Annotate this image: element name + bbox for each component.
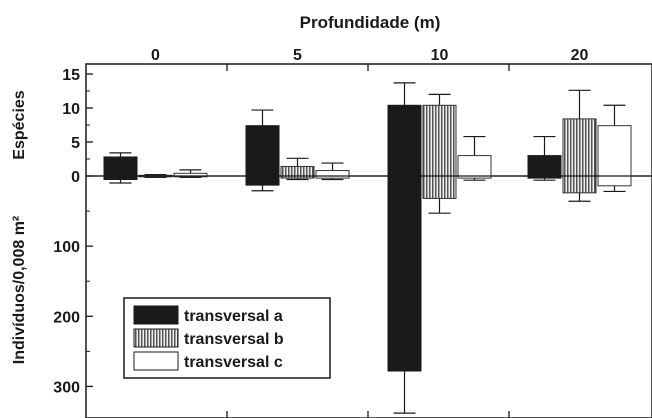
category-label: 0 bbox=[151, 47, 160, 64]
upper-y-tick-label: 10 bbox=[62, 101, 80, 118]
legend-label: transversal a bbox=[184, 308, 283, 325]
legend-label: transversal b bbox=[184, 331, 284, 348]
species-bar bbox=[280, 165, 315, 177]
category-label: 20 bbox=[571, 47, 589, 64]
chart-title: Profundidade (m) bbox=[300, 13, 441, 32]
legend-swatch bbox=[133, 305, 179, 325]
bars bbox=[86, 82, 652, 414]
upper-y-axis-label: Espécies bbox=[11, 90, 28, 159]
upper-y-tick-label: 0 bbox=[71, 169, 80, 186]
species-bar bbox=[103, 156, 138, 177]
individuals-bar bbox=[597, 175, 632, 187]
lower-y-axis-label: Indivíduos/0,008 m² bbox=[11, 216, 28, 364]
legend-swatch bbox=[133, 328, 179, 348]
legend: transversal a transversal b transversal c bbox=[123, 297, 331, 379]
individuals-bar bbox=[387, 175, 422, 372]
legend-label: transversal c bbox=[184, 354, 283, 371]
upper-y-tick-label: 15 bbox=[62, 67, 80, 84]
lower-y-tick-label: 100 bbox=[53, 239, 80, 256]
individuals-bar bbox=[245, 175, 280, 186]
upper-y-tick-label: 5 bbox=[71, 135, 80, 152]
lower-y-tick-label: 300 bbox=[53, 379, 80, 396]
species-bar bbox=[527, 155, 562, 177]
plot-frame bbox=[85, 63, 652, 418]
species-bar bbox=[562, 118, 597, 177]
category-label: 10 bbox=[431, 47, 449, 64]
category-label: 5 bbox=[293, 47, 302, 64]
species-bar bbox=[597, 125, 632, 177]
axis-ticks: 0 5 10 15 100 200 300 bbox=[53, 64, 510, 418]
lower-y-tick-label: 200 bbox=[53, 309, 80, 326]
individuals-bar bbox=[422, 175, 457, 199]
species-bar bbox=[245, 125, 280, 177]
individuals-bar bbox=[562, 175, 597, 194]
species-bar bbox=[457, 155, 492, 177]
species-bar bbox=[422, 104, 457, 177]
species-bar bbox=[315, 170, 350, 177]
legend-swatch bbox=[133, 351, 179, 371]
category-labels: 0 5 10 20 bbox=[151, 47, 588, 64]
species-bar bbox=[387, 104, 422, 177]
